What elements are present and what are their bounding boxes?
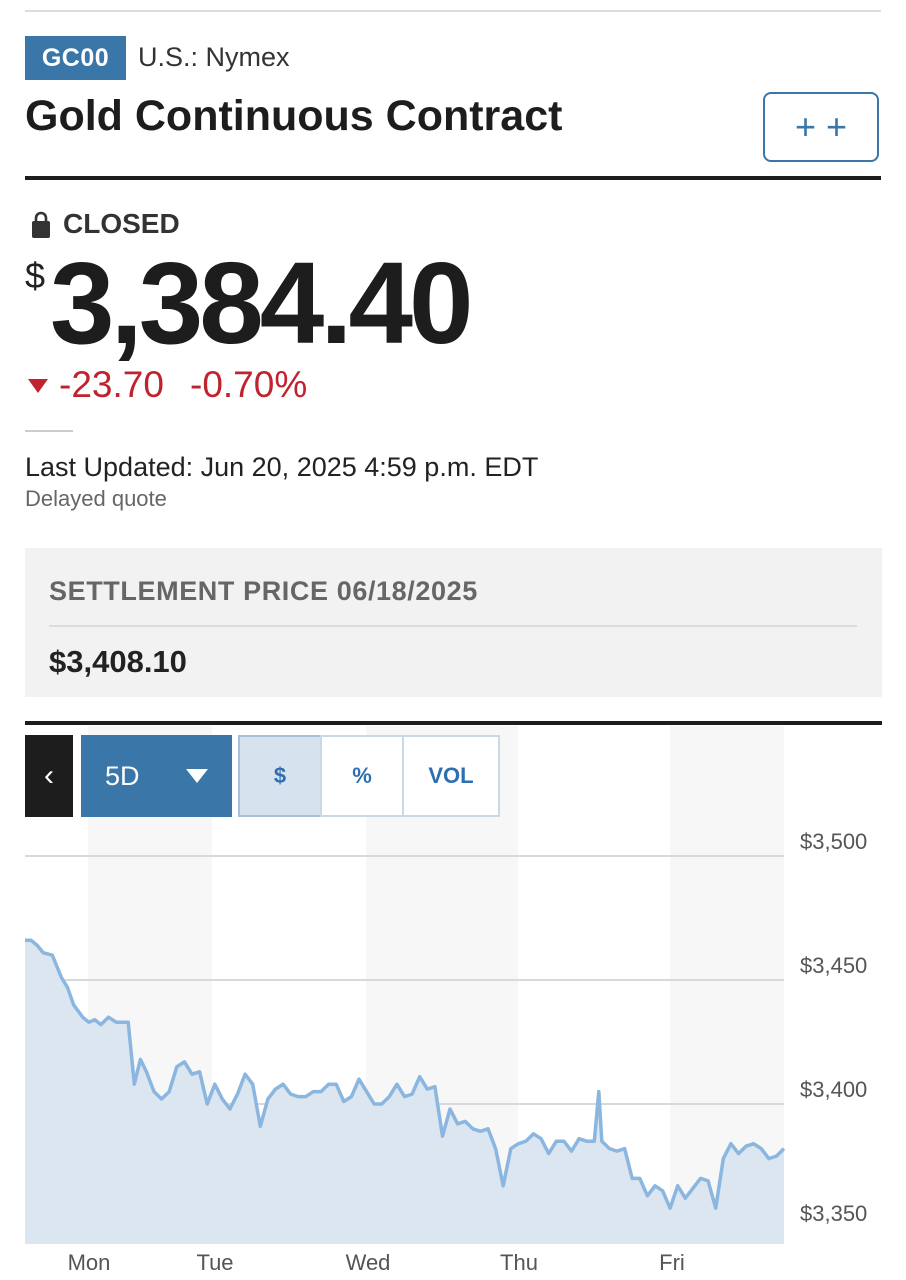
y-tick-label: $3,400 <box>800 1077 867 1102</box>
settlement-divider <box>49 625 857 627</box>
down-arrow-icon <box>28 379 48 393</box>
add-to-watchlist-button[interactable]: + + <box>763 92 879 162</box>
exchange-label: U.S.: Nymex <box>138 42 290 72</box>
mode-percent-button[interactable]: % <box>320 735 404 817</box>
ticker-badge[interactable]: GC00 <box>25 36 126 80</box>
settlement-value: $3,408.10 <box>49 644 187 679</box>
x-tick-label: Fri <box>659 1250 685 1275</box>
top-divider <box>25 10 881 12</box>
x-tick-label: Tue <box>196 1250 233 1275</box>
range-select[interactable]: 5D <box>81 735 232 817</box>
settlement-label: SETTLEMENT PRICE 06/18/2025 <box>49 576 478 606</box>
x-tick-label: Wed <box>346 1250 391 1275</box>
header-divider <box>25 176 881 180</box>
x-tick-label: Thu <box>500 1250 538 1275</box>
currency-symbol: $ <box>25 255 46 296</box>
page-title: Gold Continuous Contract <box>25 92 563 140</box>
mode-volume-button[interactable]: VOL <box>402 735 500 817</box>
last-price: 3,384.40 <box>50 238 474 368</box>
price-area <box>25 940 784 1244</box>
y-tick-label: $3,500 <box>800 829 867 854</box>
chart-divider <box>25 721 882 725</box>
caret-down-icon <box>186 769 208 783</box>
delayed-quote-note: Delayed quote <box>25 486 167 511</box>
range-label: 5D <box>105 760 140 791</box>
market-status: CLOSED <box>63 208 180 239</box>
short-divider <box>25 430 73 432</box>
price-line <box>25 938 786 1210</box>
x-tick-label: Mon <box>68 1250 111 1275</box>
y-tick-label: $3,450 <box>800 953 867 978</box>
price-change: -23.70 <box>59 364 164 405</box>
price-change-percent: -0.70% <box>190 364 308 405</box>
chart-back-button[interactable]: ‹ <box>25 735 73 817</box>
chevron-left-icon: ‹ <box>44 759 54 792</box>
chart-mode-toggle: $ % VOL <box>238 735 500 817</box>
settlement-panel: SETTLEMENT PRICE 06/18/2025 $3,408.10 <box>25 548 882 697</box>
last-updated: Last Updated: Jun 20, 2025 4:59 p.m. EDT <box>25 452 539 482</box>
mode-price-button[interactable]: $ <box>238 735 322 817</box>
y-tick-label: $3,350 <box>800 1201 867 1226</box>
lock-icon <box>32 211 50 238</box>
plus-plus-icon: + + <box>794 106 848 147</box>
